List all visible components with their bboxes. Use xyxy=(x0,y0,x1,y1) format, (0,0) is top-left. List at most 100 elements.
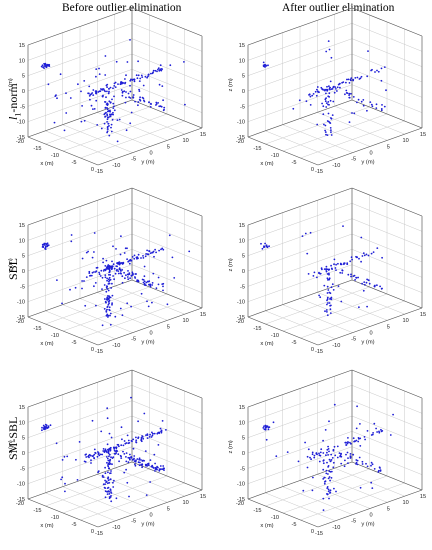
panel-2-data-point xyxy=(380,79,383,82)
panel-4-data-point xyxy=(325,309,328,311)
panel-3-data-point xyxy=(108,270,111,273)
panel-1-data-point xyxy=(105,103,108,105)
panel-5-data-point xyxy=(108,461,111,464)
panel-3-data-point xyxy=(89,274,91,277)
panel-1-data-point xyxy=(45,64,48,66)
panel-3-data-point xyxy=(93,285,95,288)
panel-3-data-point xyxy=(137,253,140,256)
panel-6-data-point xyxy=(334,454,337,457)
panel-3-data-point xyxy=(81,280,83,282)
panel-1-data-point xyxy=(112,113,114,116)
panel-6-data-point xyxy=(349,441,351,444)
panel-3-data-point xyxy=(87,250,89,253)
panel-4-data-point xyxy=(370,252,373,255)
panel-4-data-point xyxy=(326,285,329,288)
panel-5-data-point xyxy=(93,448,96,451)
panel-1-data-point xyxy=(107,116,110,119)
panel-6-data-point xyxy=(320,448,323,451)
panel-2-data-point xyxy=(381,104,383,106)
panel-6-data-point xyxy=(380,430,383,433)
panel-5-data-point xyxy=(160,430,163,433)
panel-1-data-point xyxy=(40,65,43,68)
panel-2-box-edge xyxy=(247,136,319,166)
panel-3-grid-line xyxy=(45,286,150,325)
panel-1-data-point xyxy=(129,122,132,125)
panel-3-data-point xyxy=(126,302,129,305)
panel-3-data-point xyxy=(109,266,111,268)
panel-6-data-point xyxy=(309,456,311,459)
panel-2-data-point xyxy=(328,92,331,95)
panel-6-data-point xyxy=(327,466,329,468)
panel-6-data-point xyxy=(340,462,343,465)
panel-1-data-point xyxy=(137,104,139,107)
panel-4-data-point xyxy=(365,253,368,256)
panel-2-data-point xyxy=(327,40,330,42)
panel-5-data-point xyxy=(131,440,133,443)
panel-3-data-point xyxy=(42,245,44,248)
panel-1-data-point xyxy=(100,127,103,130)
panel-1-data-point xyxy=(106,107,108,109)
column-title-after: After outlier elimination xyxy=(282,2,395,14)
panel-3-data-point xyxy=(143,280,146,283)
panel-2-data-point xyxy=(350,92,352,95)
panel-6-data-point xyxy=(370,461,373,464)
panel-5-data-point xyxy=(102,448,105,450)
panel-4-box-edge xyxy=(247,187,353,226)
panel-6-data-point xyxy=(349,453,352,455)
panel-5-data-point xyxy=(151,431,153,434)
panel-4-data-point xyxy=(325,269,328,271)
panel-2-data-point xyxy=(316,90,319,93)
panel-5-data-point xyxy=(110,456,112,459)
panel-2-data-point xyxy=(262,61,265,64)
panel-5-data-point xyxy=(101,476,104,478)
panel-5-data-point xyxy=(145,494,148,496)
panel-5-data-point xyxy=(97,451,99,453)
panel-3-data-point xyxy=(123,252,126,254)
panel-3-data-point xyxy=(113,267,116,270)
panel-5-data-point xyxy=(112,456,115,459)
panel-1-x-tick-label: 0 xyxy=(91,167,94,173)
panel-4-data-point xyxy=(367,254,370,257)
panel-1-data-point xyxy=(121,94,124,97)
panel-1-data-point xyxy=(108,88,110,90)
panel-2-z-tick-label: -10 xyxy=(237,120,245,126)
panel-6-data-point xyxy=(272,421,275,424)
panel-4-data-point xyxy=(363,283,366,286)
panel-5-data-point xyxy=(113,479,115,482)
panel-6-data-point xyxy=(376,431,378,433)
panel-6-data-point xyxy=(326,461,328,464)
panel-5-data-point xyxy=(45,426,48,429)
panel-4-grid-line xyxy=(265,286,370,325)
panel-4-data-point xyxy=(309,231,312,234)
panel-3-data-point xyxy=(107,303,110,306)
panel-1-data-point xyxy=(112,111,114,114)
panel-4-data-point xyxy=(312,275,315,277)
panel-3-data-point xyxy=(123,271,125,274)
panel-5-box-edge xyxy=(97,489,203,528)
panel-6-z-tick-label: 5 xyxy=(242,436,245,442)
panel-5-data-point xyxy=(116,450,118,452)
panel-1-data-point xyxy=(116,140,119,143)
panel-2-data-point xyxy=(321,88,324,90)
panel-2-data-point xyxy=(322,105,325,108)
panel-4-data-point xyxy=(347,273,350,276)
panel-2-y-tick-label: -10 xyxy=(332,163,340,169)
panel-3-z-tick-label: -15 xyxy=(17,315,25,321)
panel-6-box-edge xyxy=(351,369,423,399)
panel-1-z-tick-label: -5 xyxy=(20,104,25,110)
panel-1-data-point xyxy=(103,122,106,125)
panel-5-data-point xyxy=(120,455,122,458)
panel-2-data-point xyxy=(324,129,326,132)
panel-3-data-point xyxy=(45,243,48,246)
panel-4-data-point xyxy=(330,296,333,299)
panel-4-data-point xyxy=(368,282,371,285)
panel-1-data-point xyxy=(184,103,186,106)
panel-3-data-point xyxy=(70,234,73,236)
panel-1-data-point xyxy=(106,121,108,123)
panel-4-data-point xyxy=(333,263,335,266)
panel-2-data-point xyxy=(357,98,360,101)
panel-6-data-point xyxy=(326,451,328,454)
panel-1-data-point xyxy=(83,119,86,122)
panel-4-x-tick-label: 0 xyxy=(311,347,314,353)
panel-3-data-point xyxy=(102,261,104,264)
